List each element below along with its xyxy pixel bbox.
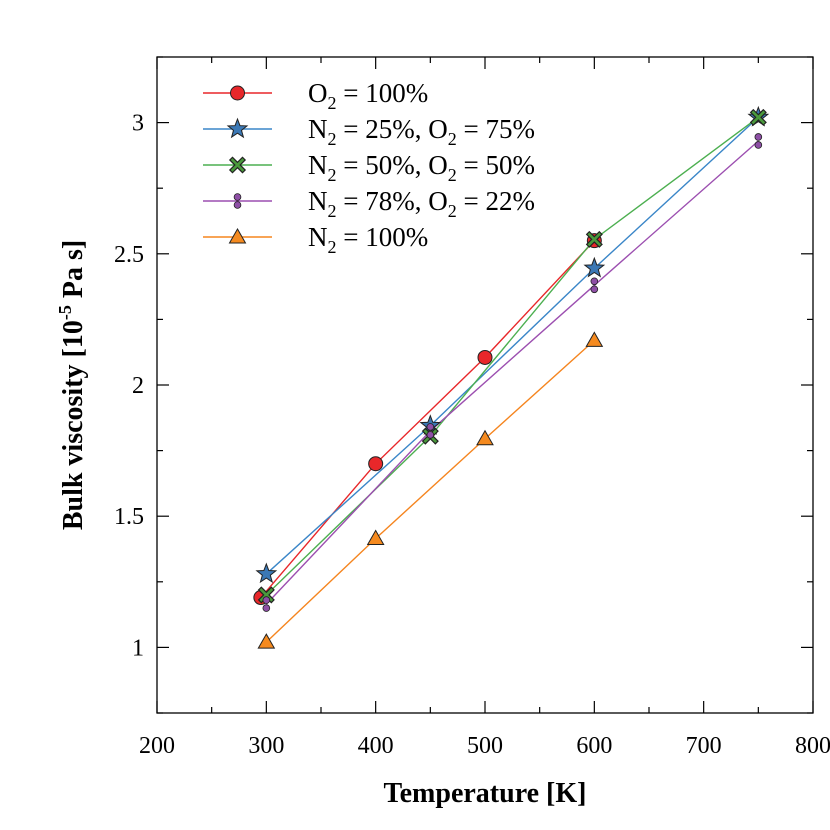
series-4-point bbox=[476, 429, 494, 446]
series-line-4 bbox=[265, 339, 595, 643]
legend-marker bbox=[228, 156, 247, 174]
legend-entry-0: O2 = 100% bbox=[203, 78, 428, 113]
y-tick-label: 1 bbox=[132, 635, 144, 661]
series-4-point bbox=[257, 633, 276, 649]
y-axis-title: Bulk viscosity [10-5 Pa s] bbox=[55, 240, 89, 530]
series-0-point bbox=[477, 349, 493, 365]
series-3-point bbox=[754, 133, 763, 149]
series-2-point bbox=[749, 108, 767, 126]
y-axis-title-prefix: Bulk viscosity [10 bbox=[58, 320, 89, 530]
legend-entry-1: N2 = 25%, O2 = 75% bbox=[203, 114, 535, 149]
series-3-point bbox=[262, 596, 271, 612]
legend-marker bbox=[228, 227, 247, 244]
legend-entry-4: N2 = 100% bbox=[203, 222, 428, 257]
y-axis-title-suffix: Pa s] bbox=[58, 240, 89, 305]
y-axis-title-exponent: -5 bbox=[55, 305, 75, 320]
legend-entry-2: N2 = 50%, O2 = 50% bbox=[203, 150, 535, 185]
legend-marker bbox=[226, 117, 249, 139]
y-tick-label: 3 bbox=[132, 111, 144, 137]
y-tick-label: 2.5 bbox=[114, 242, 144, 268]
series-line-1 bbox=[265, 116, 759, 575]
legend: O2 = 100%N2 = 25%, O2 = 75%N2 = 50%, O2 … bbox=[203, 78, 535, 257]
legend-label: N2 = 50%, O2 = 50% bbox=[308, 150, 535, 185]
series-3-point bbox=[590, 277, 599, 294]
legend-label: O2 = 100% bbox=[308, 78, 428, 113]
legend-label: N2 = 25%, O2 = 75% bbox=[308, 114, 535, 149]
series-4-point bbox=[585, 331, 604, 347]
x-tick-label: 800 bbox=[795, 733, 830, 759]
series-line-2 bbox=[265, 116, 759, 596]
series-2-point bbox=[585, 230, 603, 248]
x-tick-label: 200 bbox=[139, 733, 175, 759]
series-3-point bbox=[426, 423, 435, 439]
series-4-point bbox=[366, 529, 385, 546]
series-2-point bbox=[257, 586, 275, 604]
x-tick-label: 500 bbox=[467, 733, 503, 759]
legend-marker bbox=[233, 193, 242, 209]
series-1-point bbox=[583, 256, 606, 278]
y-tick-label: 2 bbox=[132, 373, 144, 399]
y-tick-label: 1.5 bbox=[114, 504, 144, 530]
series-1-point bbox=[255, 562, 278, 584]
series-layer bbox=[253, 105, 770, 649]
x-axis-title: Temperature [K] bbox=[384, 778, 587, 809]
legend-label: N2 = 100% bbox=[308, 222, 428, 257]
legend-entry-3: N2 = 78%, O2 = 22% bbox=[203, 186, 535, 221]
series-line-3 bbox=[265, 140, 759, 605]
legend-label: N2 = 78%, O2 = 22% bbox=[308, 186, 535, 221]
x-tick-label: 700 bbox=[686, 733, 722, 759]
series-0-point bbox=[368, 456, 384, 472]
x-tick-label: 300 bbox=[248, 733, 284, 759]
series-line-0 bbox=[260, 240, 595, 598]
axes: 200 300 400 500 600 700 800 1 1.5 2 2.5 3 bbox=[114, 56, 830, 759]
x-tick-label: 600 bbox=[576, 733, 612, 759]
x-tick-label: 400 bbox=[358, 733, 394, 759]
legend-marker bbox=[230, 85, 245, 101]
